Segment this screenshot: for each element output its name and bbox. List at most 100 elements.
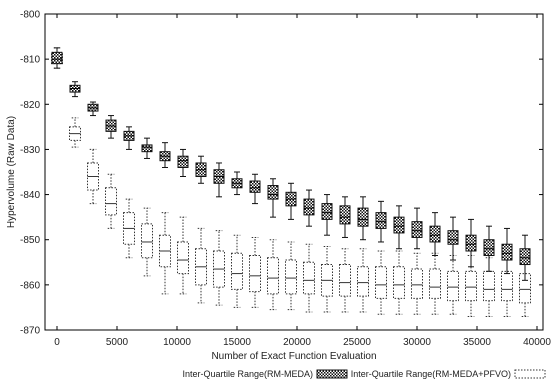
pfvo-box (69, 117, 81, 148)
plot-frame (44, 13, 544, 331)
x-axis-title: Number of Exact Function Evaluation (211, 351, 376, 362)
rmmeda-box (105, 115, 117, 139)
pfvo-box (141, 207, 153, 277)
pfvo-iqr-rect (501, 270, 513, 302)
pfvo-box (213, 230, 225, 306)
pfvo-iqr-rect (141, 223, 153, 259)
x-tick-label: 40000 (523, 337, 551, 348)
pfvo-iqr-rect (303, 261, 315, 295)
pfvo-iqr-rect (447, 270, 459, 302)
rmmeda-box (159, 142, 171, 168)
y-tick-label: -820 (20, 100, 40, 111)
series-rm-meda (51, 47, 531, 281)
pfvo-iqr-rect (267, 257, 279, 295)
pfvo-box (321, 245, 333, 313)
pfvo-box (159, 212, 171, 295)
rmmeda-box (267, 178, 279, 218)
pfvo-box (285, 241, 297, 311)
pfvo-iqr-rect (393, 266, 405, 299)
pfvo-box (231, 234, 243, 308)
rmmeda-box (303, 189, 315, 227)
series-rm-meda-pfvo (51, 47, 531, 317)
pfvo-box (339, 248, 351, 313)
rmmeda-box (447, 216, 459, 261)
y-tick-label: -800 (20, 10, 40, 21)
rmmeda-iqr-rect (501, 243, 513, 261)
y-tick-label: -860 (20, 280, 40, 291)
pfvo-box (267, 239, 279, 311)
rmmeda-box (123, 126, 135, 150)
pfvo-iqr-rect (429, 268, 441, 299)
legend: Inter-Quartile Range(RM-MEDA) Inter-Quar… (182, 369, 546, 379)
rmmeda-iqr-rect (375, 212, 387, 229)
rmmeda-iqr-rect (51, 51, 63, 65)
rmmeda-box (375, 200, 387, 243)
rmmeda-iqr-rect (339, 205, 351, 225)
rmmeda-iqr-rect (393, 216, 405, 234)
rmmeda-box (87, 101, 99, 117)
rmmeda-iqr-rect (411, 221, 423, 238)
y-axis-title: Hypervolume (Raw Data) (6, 116, 17, 228)
rmmeda-iqr-rect (357, 207, 369, 227)
pfvo-iqr-rect (105, 187, 117, 216)
rmmeda-iqr-rect (519, 248, 531, 266)
y-tick-label: -850 (20, 235, 40, 246)
pfvo-iqr-rect (483, 270, 495, 302)
rmmeda-iqr-rect (303, 198, 315, 216)
y-tick-label: -810 (20, 55, 40, 66)
legend-label-rm-meda: Inter-Quartile Range(RM-MEDA) (182, 369, 313, 379)
pfvo-iqr-rect (411, 268, 423, 299)
x-tick-label: 0 (54, 337, 60, 348)
pfvo-box (375, 250, 387, 315)
rmmeda-iqr-rect (321, 203, 333, 220)
legend-swatch-rm-meda (316, 369, 348, 379)
rmmeda-box (177, 148, 189, 178)
y-tick-label: -830 (20, 145, 40, 156)
rmmeda-box (231, 171, 243, 196)
x-axis: 0 5000 10000 15000 20000 25000 30000 35000 40000 (54, 14, 551, 348)
rmmeda-box (321, 194, 333, 236)
rmmeda-box (249, 173, 261, 205)
x-tick-label: 5000 (106, 337, 129, 348)
rmmeda-box (195, 155, 207, 184)
pfvo-iqr-rect (285, 259, 297, 295)
rmmeda-box (429, 212, 441, 257)
rmmeda-box (69, 81, 81, 98)
pfvo-box (123, 198, 135, 259)
rmmeda-iqr-rect (249, 180, 261, 193)
y-tick-label: -840 (20, 190, 40, 201)
pfvo-iqr-rect (249, 255, 261, 293)
rmmeda-box (483, 225, 495, 272)
pfvo-iqr-rect (231, 252, 243, 290)
x-tick-label: 20000 (283, 337, 311, 348)
pfvo-iqr-rect (357, 266, 369, 297)
pfvo-iqr-rect (519, 273, 531, 304)
pfvo-box (105, 173, 117, 229)
rmmeda-iqr-rect (447, 230, 459, 245)
rmmeda-box (465, 218, 477, 268)
pfvo-box (87, 148, 99, 205)
pfvo-box (303, 243, 315, 313)
x-tick-label: 35000 (463, 337, 491, 348)
pfvo-iqr-rect (177, 241, 189, 275)
rmmeda-box (393, 205, 405, 250)
rmmeda-box (519, 234, 531, 281)
rmmeda-iqr-rect (465, 234, 477, 252)
rmmeda-iqr-rect (429, 225, 441, 243)
pfvo-box (411, 252, 423, 315)
rmmeda-box (339, 196, 351, 238)
rmmeda-box (285, 182, 297, 220)
legend-swatch-rm-meda-pfvo (514, 369, 546, 379)
pfvo-box (357, 248, 369, 313)
rmmeda-box (411, 207, 423, 250)
pfvo-box (195, 227, 207, 304)
x-tick-label: 15000 (223, 337, 251, 348)
rmmeda-box (357, 196, 369, 241)
rmmeda-box (51, 47, 63, 69)
y-tick-label: -870 (20, 326, 40, 337)
rmmeda-box (141, 137, 153, 159)
x-tick-label: 25000 (343, 337, 371, 348)
rmmeda-iqr-rect (177, 155, 189, 168)
pfvo-iqr-rect (339, 264, 351, 297)
